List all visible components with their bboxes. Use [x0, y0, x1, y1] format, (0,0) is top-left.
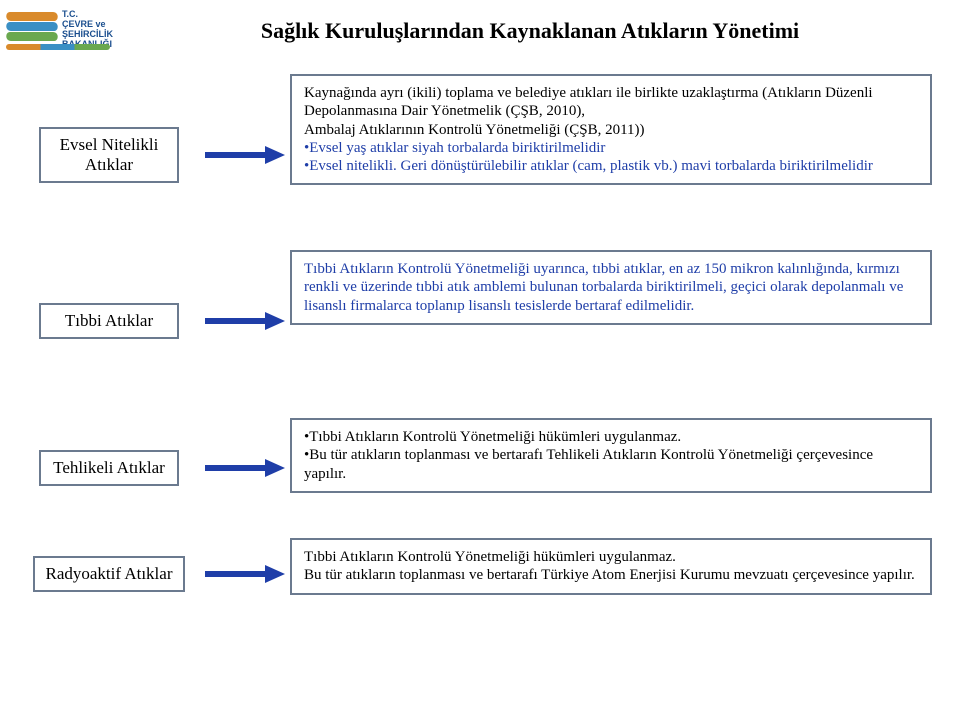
- detail-text: Tıbbi Atıkların Kontrolü Yönetmeliği hük…: [304, 549, 676, 565]
- detail-text: •Evsel nitelikli. Geri dönüştürülebilir …: [304, 158, 873, 174]
- category-box: Radyoaktif Atıklar: [33, 556, 184, 592]
- arrow-icon: [205, 146, 285, 164]
- detail-box: Tıbbi Atıkların Kontrolü Yönetmeliği uya…: [290, 250, 932, 325]
- diagram-row: Tıbbi Atıklar Tıbbi Atıkların Kontrolü Yö…: [0, 246, 960, 396]
- detail-text: •Bu tür atıkların toplanması ve bertaraf…: [304, 447, 873, 481]
- arrow-icon: [205, 459, 285, 477]
- detail-box: Tıbbi Atıkların Kontrolü Yönetmeliği hük…: [290, 538, 932, 595]
- ministry-logo: T.C. ÇEVRE ve ŞEHİRCİLİK BAKANLIĞI: [6, 6, 116, 64]
- detail-text: Ambalaj Atıklarının Kontrolü Yönetmeliği…: [304, 122, 645, 138]
- detail-text: •Tıbbi Atıkların Kontrolü Yönetmeliği hü…: [304, 429, 681, 445]
- category-box: Tehlikeli Atıklar: [39, 450, 179, 486]
- logo-stripes: [6, 12, 58, 42]
- detail-box: Kaynağında ayrı (ikili) toplama ve beled…: [290, 74, 932, 185]
- detail-text: Tıbbi Atıkların Kontrolü Yönetmeliği uya…: [304, 261, 903, 314]
- arrow-icon: [205, 312, 285, 330]
- category-box: Evsel NitelikliAtıklar: [39, 127, 179, 182]
- arrow-icon: [205, 565, 285, 583]
- diagram-row: Evsel NitelikliAtıklar Kaynağında ayrı (i…: [0, 70, 960, 240]
- category-box: Tıbbi Atıklar: [39, 303, 179, 339]
- diagram-row: Radyoaktif Atıklar Tıbbi Atıkların Kontro…: [0, 534, 960, 614]
- detail-box: •Tıbbi Atıkların Kontrolü Yönetmeliği hü…: [290, 418, 932, 493]
- page-title: Sağlık Kuruluşlarından Kaynaklanan Atıkl…: [120, 18, 940, 44]
- detail-text: Kaynağında ayrı (ikili) toplama ve beled…: [304, 85, 873, 119]
- diagram-row: Tehlikeli Atıklar •Tıbbi Atıkların Kontro…: [0, 414, 960, 522]
- detail-text: •Evsel yaş atıklar siyah torbalarda biri…: [304, 140, 605, 156]
- logo-underline: [6, 44, 110, 50]
- detail-text: Bu tür atıkların toplanması ve bertarafı…: [304, 567, 915, 583]
